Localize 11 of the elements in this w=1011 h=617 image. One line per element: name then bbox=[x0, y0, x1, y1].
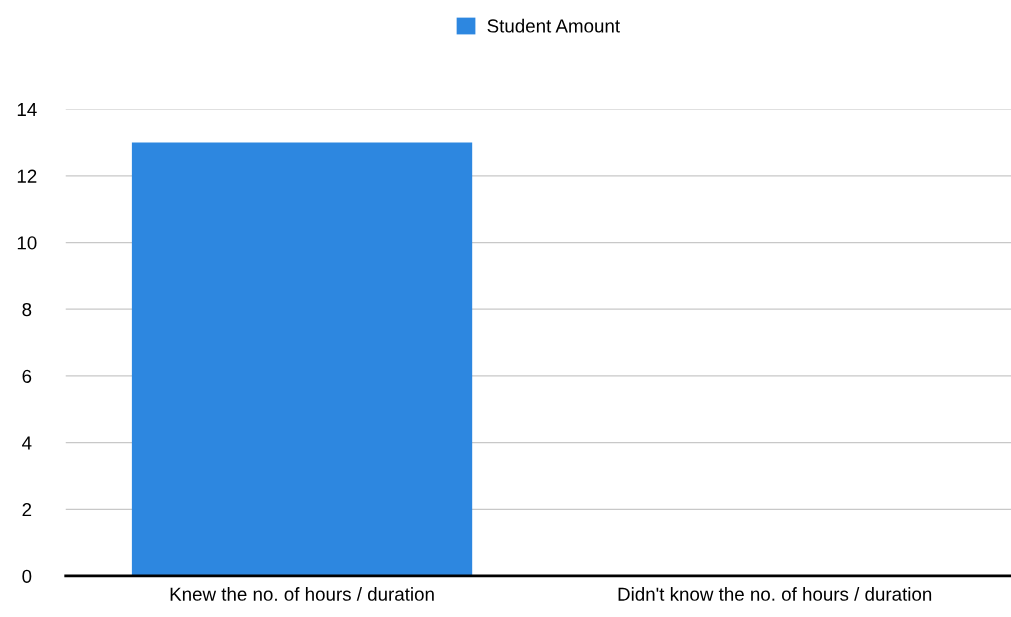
x-tick-label: Knew the no. of hours / duration bbox=[170, 587, 434, 601]
y-tick-label: 14 bbox=[17, 103, 37, 116]
y-tick-label: 0 bbox=[22, 569, 32, 583]
y-tick-label: 2 bbox=[22, 502, 32, 517]
y-tick-label: 6 bbox=[22, 369, 32, 383]
x-tick-label: Didn't know the no. of hours / duration bbox=[618, 587, 932, 601]
legend-label: Student Amount bbox=[487, 18, 620, 33]
y-tick-label: 8 bbox=[22, 302, 32, 317]
y-tick-label: 12 bbox=[17, 169, 37, 183]
y-tick-label: 10 bbox=[17, 236, 37, 250]
y-tick-label: 4 bbox=[22, 436, 32, 450]
